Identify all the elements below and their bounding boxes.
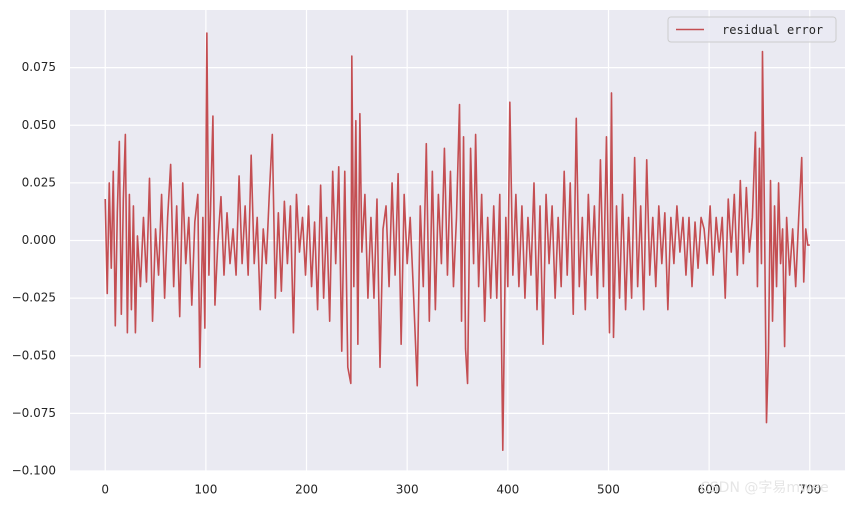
x-tick-label: 300: [396, 483, 419, 497]
y-tick-label: 0.025: [22, 175, 56, 189]
legend-box: [667, 16, 837, 43]
tick-labels: 0 100 200 300 400 500 600 700 −0.100 −0.075 −0.050…: [12, 60, 822, 496]
y-tick-label: −0.075: [12, 406, 56, 420]
x-tick-label: 200: [295, 483, 318, 497]
marks: [104, 32, 810, 452]
y-tick-label: 0.050: [22, 118, 56, 132]
watermark: CSDN @字易mwee: [700, 480, 829, 496]
legend: residual error: [667, 16, 837, 43]
y-tick-label: −0.100: [12, 464, 56, 478]
y-tick-label: −0.050: [12, 348, 56, 362]
y-tick-label: 0.075: [22, 60, 56, 74]
x-tick-label: 0: [101, 483, 109, 497]
x-tick-label: 500: [597, 483, 620, 497]
x-tick-label: 700: [798, 483, 821, 497]
x-tick-label: 600: [698, 483, 721, 497]
x-tick-label: 100: [194, 483, 217, 497]
y-tick-label: 0.000: [22, 233, 56, 247]
x-tick-label: 400: [496, 483, 519, 497]
y-tick-label: −0.025: [12, 291, 56, 305]
data-line: [104, 32, 810, 452]
legend-label: residual error: [722, 23, 823, 37]
